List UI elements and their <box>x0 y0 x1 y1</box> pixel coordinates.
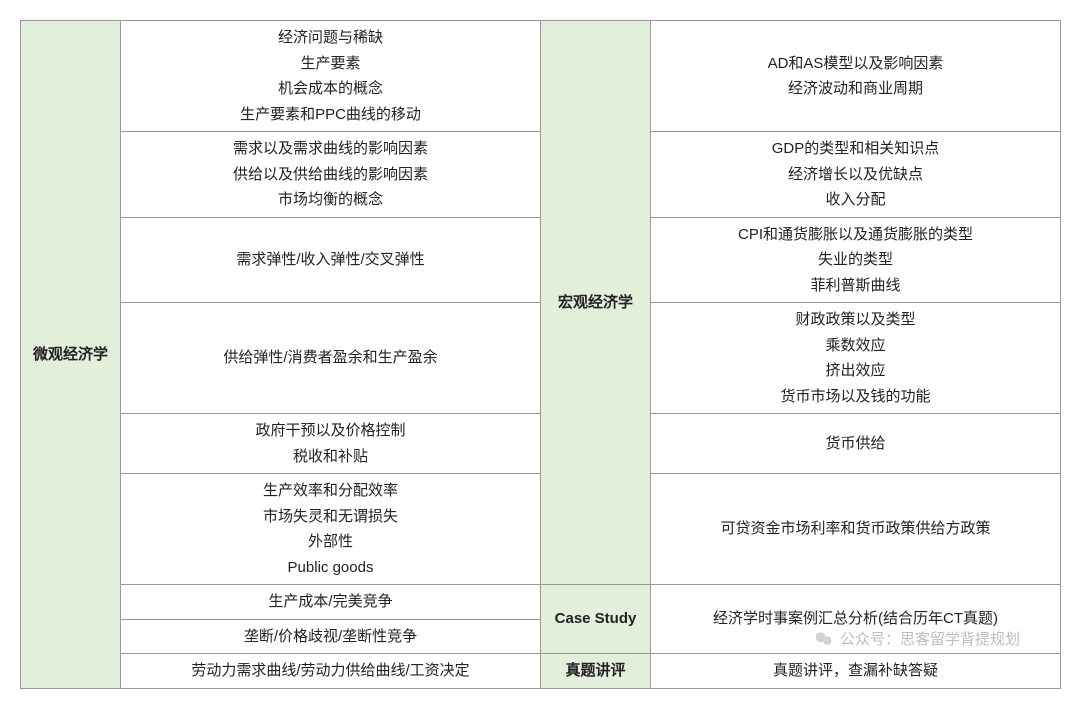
left-row-1: 经济问题与稀缺生产要素机会成本的概念生产要素和PPC曲线的移动 <box>121 21 541 132</box>
right-header-zhenti: 真题讲评 <box>541 654 651 689</box>
right-row-1: AD和AS模型以及影响因素经济波动和商业周期 <box>651 21 1061 132</box>
left-row-6: 生产效率和分配效率市场失灵和无谓损失外部性Public goods <box>121 474 541 585</box>
right-header-macro: 宏观经济学 <box>541 21 651 585</box>
right-row-6: 可贷资金市场利率和货币政策供给方政策 <box>651 474 1061 585</box>
left-row-4: 供给弹性/消费者盈余和生产盈余 <box>121 303 541 414</box>
right-row-3: CPI和通货膨胀以及通货膨胀的类型失业的类型菲利普斯曲线 <box>651 217 1061 303</box>
right-row-case-study: 经济学时事案例汇总分析(结合历年CT真题) <box>651 585 1061 654</box>
right-row-4: 财政政策以及类型乘数效应挤出效应货币市场以及钱的功能 <box>651 303 1061 414</box>
right-header-case-study: Case Study <box>541 585 651 654</box>
left-row-7: 生产成本/完美竞争 <box>121 585 541 620</box>
left-row-2: 需求以及需求曲线的影响因素供给以及供给曲线的影响因素市场均衡的概念 <box>121 132 541 218</box>
syllabus-table: 微观经济学经济问题与稀缺生产要素机会成本的概念生产要素和PPC曲线的移动宏观经济… <box>20 20 1061 689</box>
right-row-zhenti: 真题讲评，查漏补缺答疑 <box>651 654 1061 689</box>
left-row-5: 政府干预以及价格控制税收和补贴 <box>121 414 541 474</box>
right-row-5: 货币供给 <box>651 414 1061 474</box>
left-row-9: 劳动力需求曲线/劳动力供给曲线/工资决定 <box>121 654 541 689</box>
left-row-8: 垄断/价格歧视/垄断性竞争 <box>121 619 541 654</box>
left-row-3: 需求弹性/收入弹性/交叉弹性 <box>121 217 541 303</box>
left-header: 微观经济学 <box>21 21 121 689</box>
right-row-2: GDP的类型和相关知识点经济增长以及优缺点收入分配 <box>651 132 1061 218</box>
